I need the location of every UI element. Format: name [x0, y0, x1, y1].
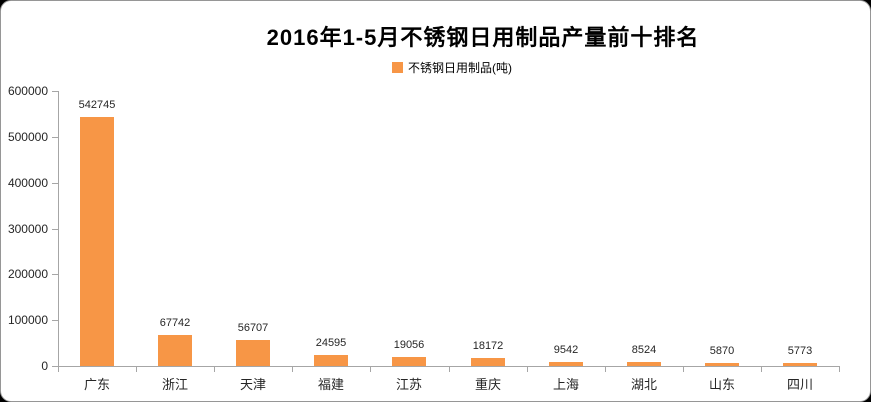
bar-value-label: 67742: [159, 317, 191, 329]
bar: [471, 358, 505, 366]
y-axis-label: 300000: [7, 222, 48, 236]
x-axis-label: 天津: [239, 377, 266, 392]
bar-value-label: 24595: [315, 337, 347, 349]
x-axis-label: 四川: [786, 377, 813, 392]
x-axis-tick: [136, 366, 137, 372]
x-axis-label: 上海: [552, 377, 579, 392]
x-axis-tick: [449, 366, 450, 372]
x-axis-label: 江苏: [395, 377, 422, 392]
chart-title: 2016年1-5月不锈钢日用制品产量前十排名: [266, 25, 700, 50]
y-axis-tick: [52, 91, 58, 92]
x-axis-tick: [292, 366, 293, 372]
x-axis-label: 广东: [83, 377, 110, 392]
x-axis-tick: [839, 366, 840, 372]
x-axis-tick: [527, 366, 528, 372]
bar: [314, 355, 348, 366]
y-axis-label: 0: [41, 359, 48, 373]
bar: [627, 362, 661, 366]
bar-value-label: 9542: [553, 344, 579, 356]
bar-value-label: 19056: [393, 339, 425, 351]
x-axis-tick: [58, 366, 59, 372]
x-axis-label: 福建: [317, 377, 344, 392]
bar: [783, 363, 817, 366]
x-axis-tick: [761, 366, 762, 372]
x-axis-label: 山东: [708, 377, 735, 392]
y-axis-label: 400000: [7, 176, 48, 190]
x-axis-tick: [214, 366, 215, 372]
bar: [705, 363, 739, 366]
y-axis-label: 600000: [7, 84, 48, 98]
legend-marker-icon: [392, 62, 403, 73]
legend-label: 不锈钢日用制品(吨): [408, 61, 512, 75]
y-axis-tick: [52, 274, 58, 275]
bar: [158, 335, 192, 366]
y-axis-label: 500000: [7, 130, 48, 144]
bar: [549, 362, 583, 366]
bar-value-label: 542745: [78, 99, 116, 111]
bar-value-label: 56707: [237, 322, 269, 334]
y-axis-tick: [52, 320, 58, 321]
y-axis-label: 200000: [7, 267, 48, 281]
y-axis-tick: [52, 183, 58, 184]
y-axis-tick: [52, 229, 58, 230]
bar-value-label: 18172: [472, 340, 504, 352]
bar: [80, 117, 114, 366]
y-axis-line: [58, 91, 59, 367]
bar: [392, 357, 426, 366]
legend: 不锈钢日用制品(吨): [392, 59, 512, 76]
x-axis-tick: [683, 366, 684, 372]
x-axis-tick: [605, 366, 606, 372]
bar-value-label: 5773: [787, 345, 813, 357]
x-axis-label: 浙江: [161, 377, 188, 392]
x-axis-label: 湖北: [630, 377, 657, 392]
bar-value-label: 5870: [709, 345, 735, 357]
y-axis-label: 100000: [7, 313, 48, 327]
bar-value-label: 8524: [631, 344, 657, 356]
x-axis-label: 重庆: [474, 377, 501, 392]
y-axis-tick: [52, 366, 58, 367]
x-axis-tick: [370, 366, 371, 372]
y-axis-tick: [52, 137, 58, 138]
bar: [236, 340, 270, 366]
